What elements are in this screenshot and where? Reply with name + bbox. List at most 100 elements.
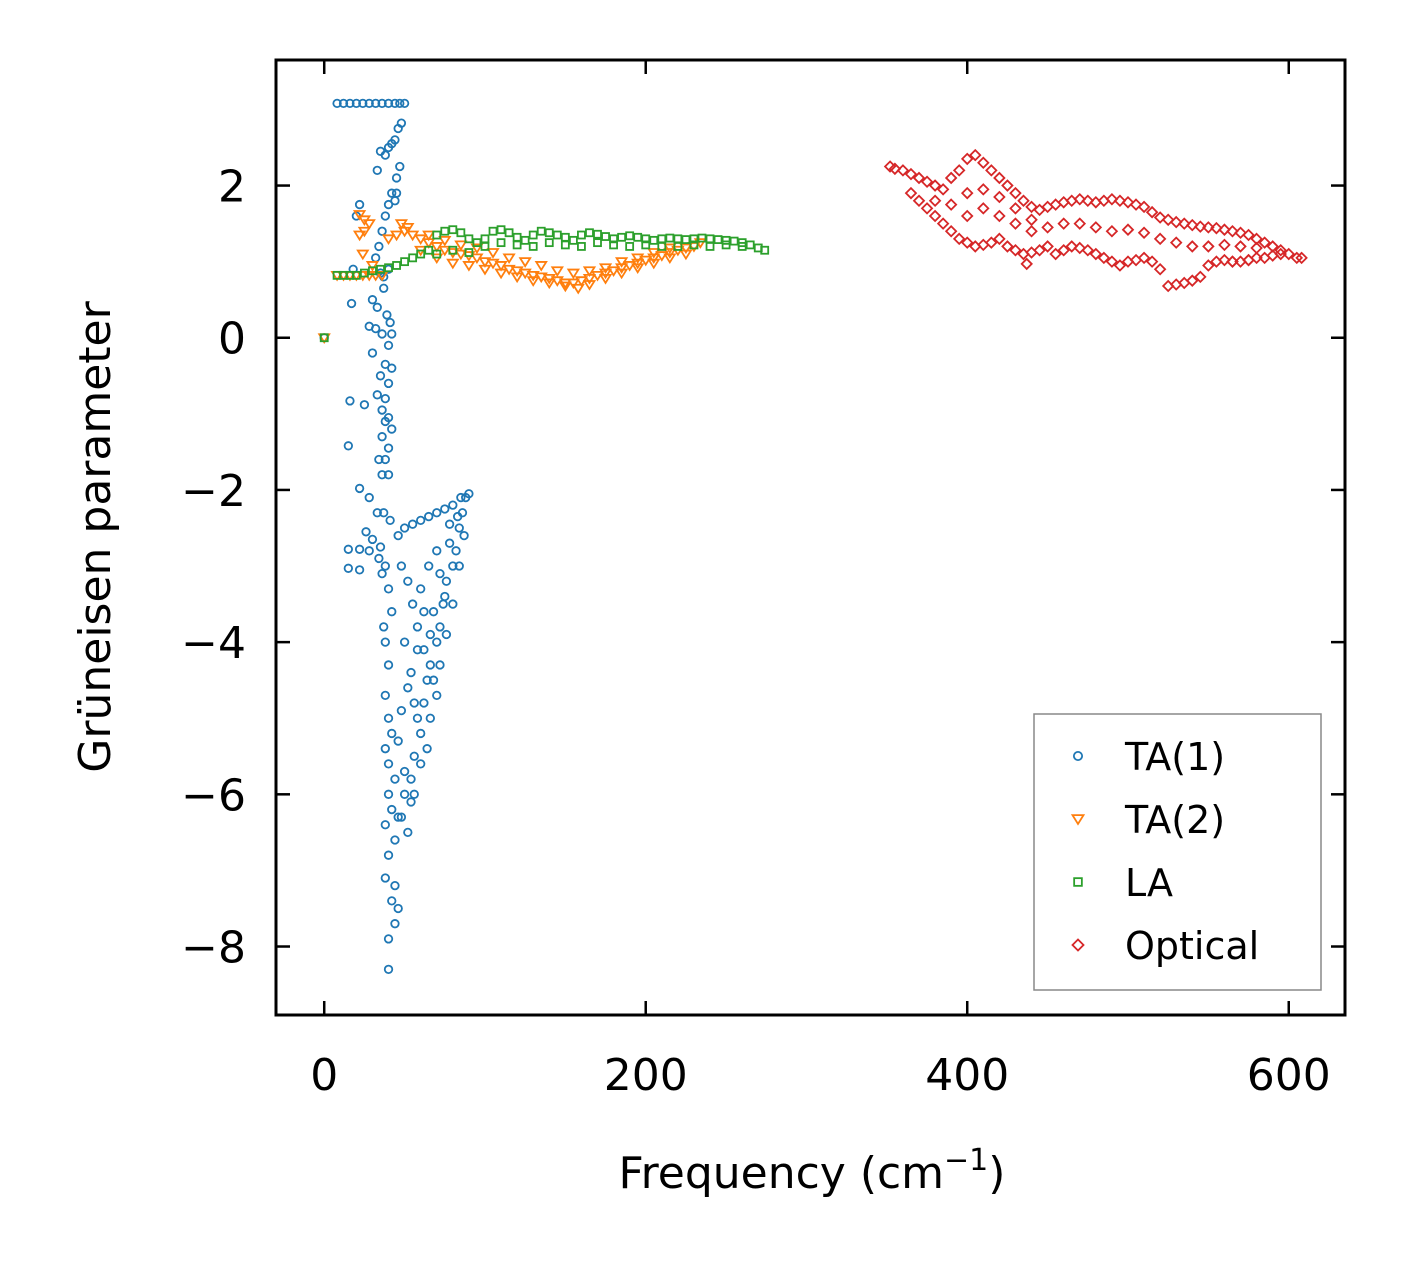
- legend-label: LA: [1125, 861, 1173, 905]
- data-point: [412, 713, 423, 723]
- data-point: [380, 690, 390, 701]
- data-point: [387, 728, 397, 739]
- data-point: [399, 789, 410, 799]
- data-point: [614, 263, 629, 274]
- data-point: [977, 202, 990, 215]
- data-point: [416, 584, 426, 594]
- data-point: [1153, 232, 1167, 246]
- data-point: [446, 258, 460, 270]
- data-point: [1105, 192, 1119, 206]
- data-point: [1274, 243, 1287, 257]
- data-point: [544, 228, 554, 238]
- data-point: [361, 527, 371, 537]
- data-point: [367, 295, 378, 305]
- data-point: [424, 511, 434, 522]
- data-point: [412, 645, 423, 655]
- data-point: [425, 629, 435, 640]
- data-point: [387, 188, 397, 198]
- data-point: [1153, 211, 1167, 224]
- data-point: [1218, 253, 1231, 267]
- data-point: [526, 276, 540, 287]
- data-point: [383, 964, 394, 974]
- data-point: [1145, 255, 1159, 268]
- data-point: [396, 561, 407, 571]
- data-point: [383, 98, 394, 109]
- data-point: [665, 233, 675, 243]
- data-point: [1290, 251, 1304, 265]
- data-point: [387, 896, 397, 906]
- data-point: [392, 261, 401, 270]
- data-point: [380, 873, 390, 883]
- data-point: [408, 253, 418, 263]
- data-point: [1295, 251, 1308, 265]
- data-point: [488, 226, 498, 236]
- data-point: [558, 278, 572, 290]
- data-point: [582, 266, 597, 277]
- data-point: [928, 194, 942, 208]
- data-point: [380, 561, 390, 571]
- data-point: [424, 245, 434, 255]
- data-point: [1161, 213, 1175, 227]
- x-tick-label: 400: [925, 1050, 1009, 1101]
- data-point: [393, 812, 403, 822]
- data-point: [478, 264, 492, 276]
- data-point: [585, 228, 594, 238]
- data-point: [1202, 240, 1215, 253]
- data-point: [968, 148, 982, 162]
- data-point: [380, 820, 390, 830]
- data-point: [633, 232, 643, 242]
- data-point: [631, 263, 645, 274]
- data-point: [920, 175, 934, 189]
- data-point: [697, 233, 707, 243]
- data-point: [351, 270, 361, 280]
- data-point: [396, 705, 407, 716]
- data-point: [1009, 243, 1022, 257]
- data-point: [606, 266, 621, 277]
- data-point: [374, 454, 384, 465]
- data-point: [1121, 196, 1135, 209]
- data-point: [395, 161, 405, 172]
- data-point: [1250, 251, 1263, 265]
- data-point: [593, 229, 602, 239]
- data-point: [920, 202, 934, 215]
- data-point: [387, 424, 397, 434]
- data-point: [395, 98, 405, 109]
- data-point: [351, 98, 362, 109]
- data-point: [438, 235, 452, 247]
- data-point: [456, 492, 466, 503]
- data-point: [375, 146, 386, 156]
- data-point: [1186, 218, 1199, 232]
- data-point: [1041, 221, 1054, 234]
- data-point: [409, 698, 419, 708]
- data-point: [639, 255, 653, 267]
- data-point: [432, 249, 442, 259]
- data-point: [1113, 259, 1127, 272]
- data-point: [385, 515, 395, 526]
- data-point: [401, 223, 415, 234]
- data-point: [1073, 241, 1087, 255]
- data-point: [1226, 224, 1239, 238]
- data-point: [435, 568, 445, 579]
- plot-frame: [274, 58, 1347, 1017]
- data-point: [356, 249, 370, 261]
- data-point: [896, 164, 910, 177]
- data-point: [1113, 194, 1127, 208]
- data-point: [1186, 240, 1199, 253]
- data-point: [1073, 192, 1087, 206]
- data-point: [400, 257, 410, 267]
- data-point: [432, 508, 442, 518]
- data-point: [428, 607, 439, 617]
- data-point: [377, 432, 387, 442]
- data-point: [364, 492, 374, 503]
- data-point: [380, 416, 390, 427]
- data-point: [387, 329, 397, 339]
- data-point: [409, 789, 419, 799]
- x-axis-label-suffix: ): [988, 1148, 1005, 1199]
- data-point: [510, 272, 524, 284]
- data-point: [1145, 205, 1159, 219]
- data-point: [372, 165, 382, 175]
- data-point: [346, 298, 357, 309]
- legend-marker: [1070, 814, 1086, 826]
- data-point: [504, 228, 514, 238]
